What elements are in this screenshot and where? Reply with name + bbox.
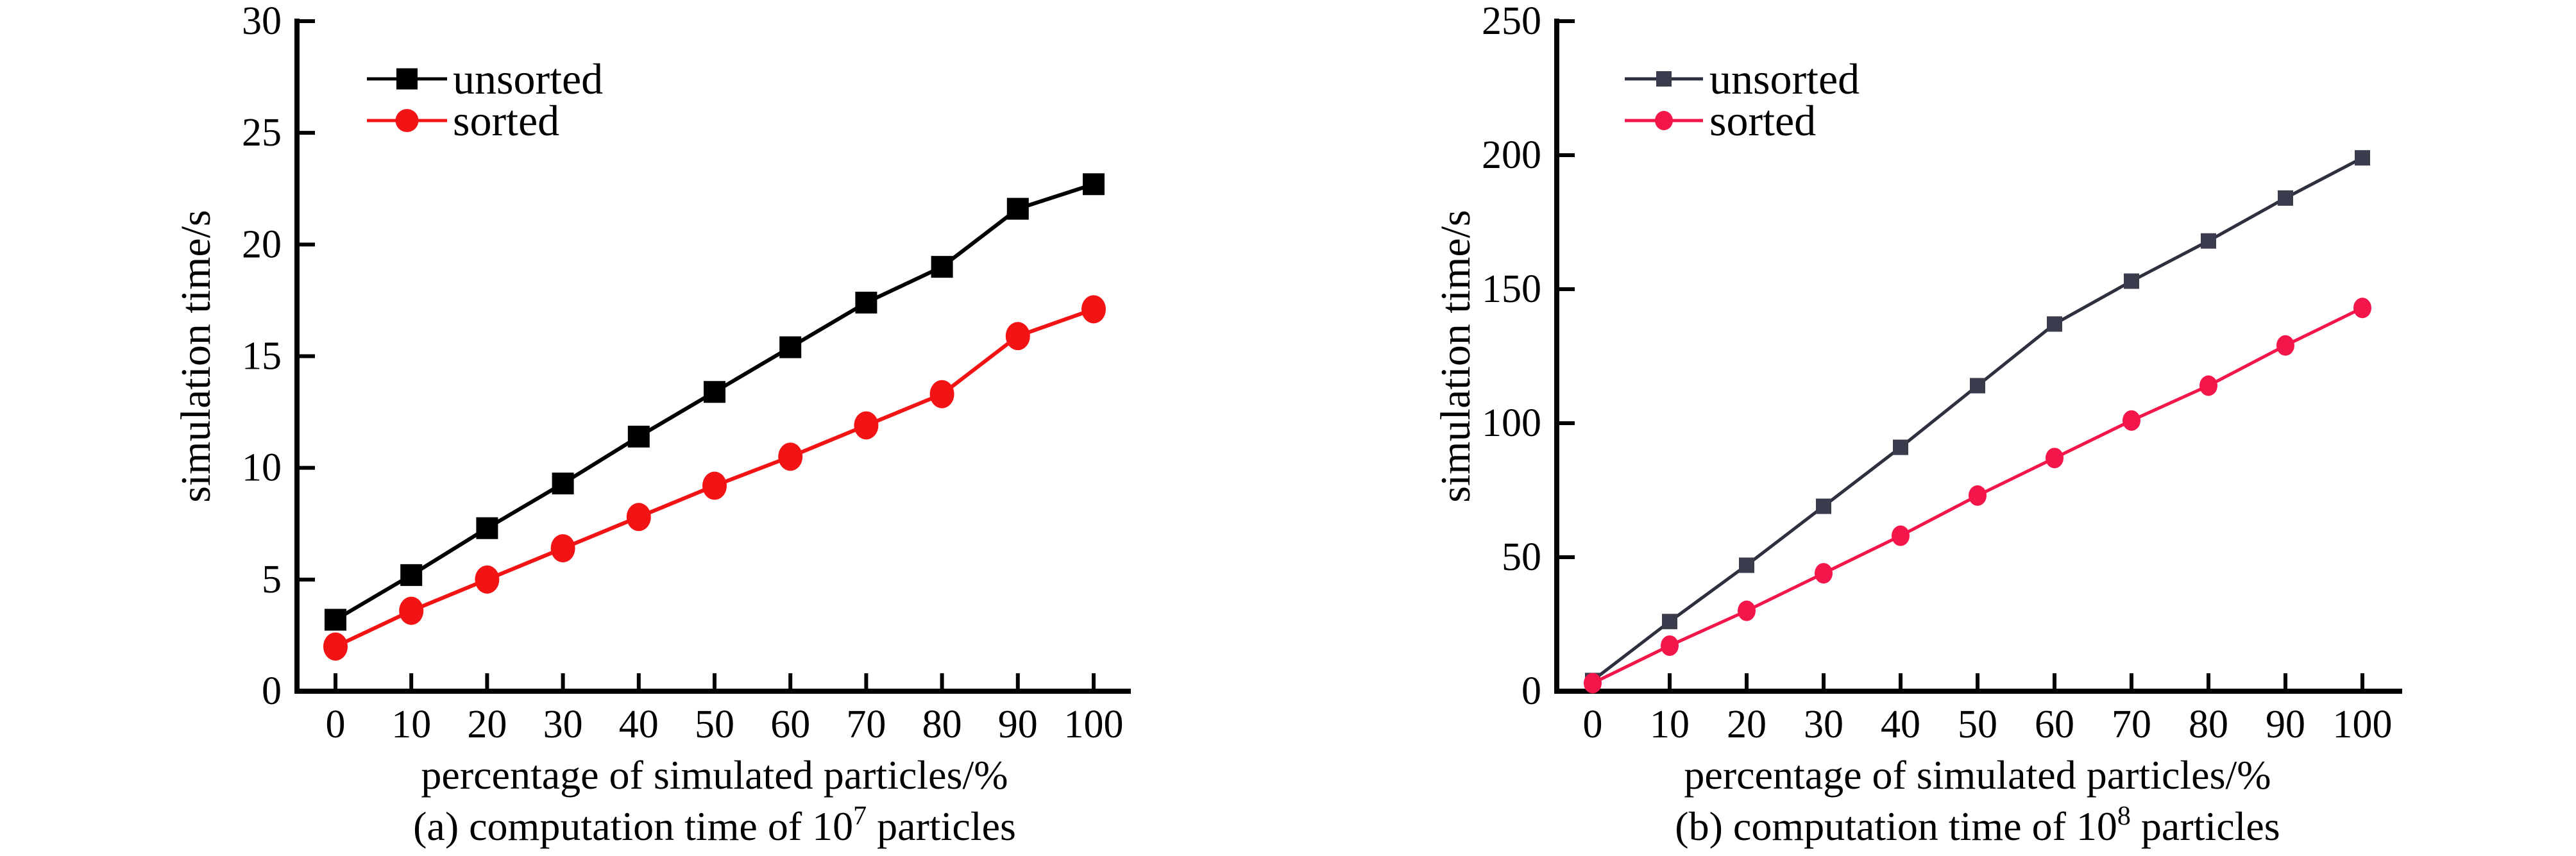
legend-label-sorted: sorted xyxy=(453,96,559,145)
x-tick-label: 10 xyxy=(1650,703,1690,746)
x-tick-label: 40 xyxy=(1881,703,1920,746)
data-point-sorted xyxy=(1969,485,1987,506)
legend-label-sorted: sorted xyxy=(1709,96,1816,145)
y-tick-label: 200 xyxy=(1482,133,1541,177)
x-tick-label: 20 xyxy=(1727,703,1767,746)
x-tick-label: 50 xyxy=(695,703,734,746)
y-tick-label: 150 xyxy=(1482,267,1541,311)
data-point-sorted xyxy=(2199,375,2217,396)
x-axis-title: percentage of simulated particles/% xyxy=(1684,752,2271,798)
x-tick-label: 30 xyxy=(543,703,583,746)
data-point-unsorted xyxy=(2124,273,2139,289)
series-line-unsorted xyxy=(1591,156,2364,682)
x-tick-label: 0 xyxy=(1583,703,1603,746)
data-point-sorted xyxy=(1584,673,1602,694)
y-axis-title: simulation time/s xyxy=(173,210,219,503)
data-point-unsorted xyxy=(627,425,650,448)
y-tick-label: 15 xyxy=(242,335,282,378)
data-point-unsorted xyxy=(1662,614,1677,630)
x-tick-label: 80 xyxy=(922,703,962,746)
data-point-unsorted xyxy=(552,473,574,495)
x-tick-label: 100 xyxy=(2333,703,2393,746)
legend-marker-sorted xyxy=(395,109,419,132)
y-tick-label: 50 xyxy=(1502,535,1541,579)
data-point-sorted xyxy=(550,534,575,563)
legend-marker-unsorted xyxy=(396,68,418,90)
data-point-unsorted xyxy=(1083,173,1105,196)
x-tick-label: 90 xyxy=(2266,703,2305,746)
chart-a: 0 10 20 30 40 50 60 70 80 90 100 0 5 10 15 20 25 30 unsort… xyxy=(173,0,1131,849)
y-axis-title: simulation time/s xyxy=(1432,210,1479,503)
x-tick-label: 40 xyxy=(619,703,659,746)
data-point-unsorted xyxy=(1893,439,1908,455)
y-tick-label: 100 xyxy=(1482,401,1541,445)
chart-caption: (a) computation time of 107 particles xyxy=(413,801,1016,849)
data-point-sorted xyxy=(1005,322,1030,351)
data-point-unsorted xyxy=(476,517,498,539)
chart-a-plot: 0 10 20 30 40 50 60 70 80 90 100 0 5 10 15 20 25 30 unsort… xyxy=(173,0,1131,849)
x-tick-label: 10 xyxy=(391,703,431,746)
y-tick-label: 20 xyxy=(242,222,282,266)
data-point-sorted xyxy=(626,503,651,532)
data-point-sorted xyxy=(399,596,424,625)
y-tick-label: 0 xyxy=(262,669,282,713)
data-point-sorted xyxy=(854,411,879,440)
data-point-sorted xyxy=(1661,635,1679,656)
data-point-unsorted xyxy=(2355,150,2370,166)
legend-marker-sorted xyxy=(1655,111,1673,130)
chart-caption: (b) computation time of 108 particles xyxy=(1675,801,2280,849)
x-tick-label: 70 xyxy=(2112,703,2151,746)
x-tick-label: 80 xyxy=(2189,703,2228,746)
data-point-sorted xyxy=(2046,448,2063,469)
x-tick-label: 20 xyxy=(467,703,507,746)
y-tick-label: 0 xyxy=(1521,669,1541,713)
x-tick-label: 70 xyxy=(846,703,886,746)
x-tick-label: 60 xyxy=(770,703,810,746)
data-point-sorted xyxy=(2353,298,2371,319)
data-point-sorted xyxy=(929,380,954,408)
data-point-sorted xyxy=(323,632,348,661)
x-tick-label: 50 xyxy=(1958,703,1997,746)
x-tick-label: 100 xyxy=(1064,703,1124,746)
data-point-sorted xyxy=(2123,410,2140,431)
y-tick-label: 10 xyxy=(242,446,282,490)
data-point-unsorted xyxy=(704,381,725,403)
data-point-unsorted xyxy=(1816,498,1831,514)
data-point-sorted xyxy=(1738,600,1756,621)
x-tick-label: 0 xyxy=(326,703,346,746)
data-point-sorted xyxy=(1892,525,1910,546)
data-point-sorted xyxy=(702,471,727,500)
data-point-unsorted xyxy=(400,564,423,586)
data-point-unsorted xyxy=(1006,197,1029,220)
y-tick-label: 5 xyxy=(262,558,282,601)
data-point-sorted xyxy=(2276,335,2294,356)
data-point-unsorted xyxy=(2047,316,2062,332)
y-tick-label: 30 xyxy=(242,0,282,43)
x-tick-label: 30 xyxy=(1804,703,1843,746)
data-point-unsorted xyxy=(1739,557,1754,573)
data-point-unsorted xyxy=(2201,233,2216,249)
data-point-unsorted xyxy=(2278,190,2293,206)
y-tick-label: 250 xyxy=(1482,0,1541,43)
chart-b: 0 10 20 30 40 50 60 70 80 90 100 0 50 100 150 200 250 uns… xyxy=(1288,0,2576,856)
legend-marker-unsorted xyxy=(1656,71,1672,87)
chart-b-plot: 0 10 20 30 40 50 60 70 80 90 100 0 50 100 150 200 250 uns… xyxy=(1432,0,2402,849)
x-tick-label: 60 xyxy=(2035,703,2074,746)
data-point-unsorted xyxy=(779,336,802,358)
legend-label-unsorted: unsorted xyxy=(1709,55,1860,103)
data-point-sorted xyxy=(778,442,803,471)
data-point-unsorted xyxy=(931,256,953,278)
data-point-unsorted xyxy=(325,608,346,631)
data-point-unsorted xyxy=(1970,378,1985,394)
data-point-sorted xyxy=(1081,295,1106,324)
legend-label-unsorted: unsorted xyxy=(453,55,603,103)
y-tick-label: 25 xyxy=(242,111,282,155)
data-point-unsorted xyxy=(855,291,877,314)
data-point-sorted xyxy=(475,565,500,594)
x-tick-label: 90 xyxy=(998,703,1038,746)
data-point-sorted xyxy=(1815,563,1833,584)
x-axis-title: percentage of simulated particles/% xyxy=(421,752,1008,798)
